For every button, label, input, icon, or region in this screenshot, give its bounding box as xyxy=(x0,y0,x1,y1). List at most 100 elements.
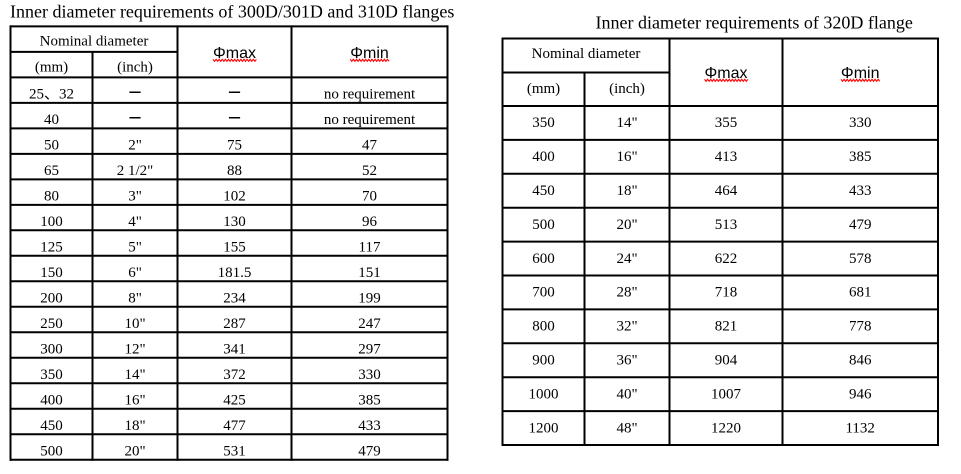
svg-text:(mm): (mm) xyxy=(527,81,560,97)
svg-text:52: 52 xyxy=(362,163,377,179)
svg-text:2": 2" xyxy=(128,138,142,154)
svg-text:16": 16" xyxy=(616,149,637,165)
svg-text:250: 250 xyxy=(40,316,63,332)
svg-text:50: 50 xyxy=(44,138,59,154)
svg-text:14": 14" xyxy=(124,367,145,383)
svg-text:2 1/2": 2 1/2" xyxy=(117,163,154,179)
svg-text:(inch): (inch) xyxy=(609,81,645,97)
svg-text:341: 341 xyxy=(223,342,246,358)
svg-text:20": 20" xyxy=(124,444,145,460)
svg-text:14": 14" xyxy=(616,115,637,131)
svg-text:no requirement: no requirement xyxy=(324,112,416,128)
svg-text:400: 400 xyxy=(40,393,63,409)
svg-text:355: 355 xyxy=(715,115,738,131)
svg-text:464: 464 xyxy=(715,183,738,199)
svg-text:12": 12" xyxy=(124,342,145,358)
svg-text:75: 75 xyxy=(227,138,242,154)
svg-text:18": 18" xyxy=(124,418,145,434)
svg-text:821: 821 xyxy=(715,319,738,335)
svg-text:96: 96 xyxy=(362,214,378,230)
svg-text:88: 88 xyxy=(227,163,242,179)
svg-text:Φmin: Φmin xyxy=(350,45,389,62)
svg-text:1220: 1220 xyxy=(711,420,741,436)
svg-text:199: 199 xyxy=(358,291,381,307)
svg-text:500: 500 xyxy=(532,217,555,233)
svg-text:24": 24" xyxy=(616,251,637,267)
svg-text:25、32: 25、32 xyxy=(29,87,74,103)
svg-text:47: 47 xyxy=(362,138,378,154)
svg-text:385: 385 xyxy=(849,149,872,165)
svg-text:234: 234 xyxy=(223,291,246,307)
svg-text:1200: 1200 xyxy=(529,420,559,436)
svg-text:350: 350 xyxy=(40,367,63,383)
svg-text:117: 117 xyxy=(359,240,381,256)
svg-text:151: 151 xyxy=(358,265,381,281)
svg-text:(mm): (mm) xyxy=(35,60,68,76)
svg-text:102: 102 xyxy=(223,189,246,205)
svg-text:10": 10" xyxy=(124,316,145,332)
svg-text:48": 48" xyxy=(616,420,637,436)
svg-text:513: 513 xyxy=(715,217,738,233)
svg-text:Φmin: Φmin xyxy=(841,65,880,82)
svg-text:181.5: 181.5 xyxy=(218,265,252,281)
svg-text:800: 800 xyxy=(532,319,555,335)
svg-text:531: 531 xyxy=(223,444,246,460)
svg-text:372: 372 xyxy=(223,367,246,383)
svg-text:150: 150 xyxy=(40,265,63,281)
svg-text:36": 36" xyxy=(616,353,637,369)
svg-text:946: 946 xyxy=(849,386,872,402)
svg-text:130: 130 xyxy=(223,214,246,230)
svg-text:904: 904 xyxy=(715,353,738,369)
svg-text:Φmax: Φmax xyxy=(213,45,256,62)
svg-text:600: 600 xyxy=(532,251,555,267)
svg-text:500: 500 xyxy=(40,444,63,460)
svg-text:900: 900 xyxy=(532,353,555,369)
svg-text:40: 40 xyxy=(44,112,59,128)
svg-text:155: 155 xyxy=(223,240,246,256)
svg-text:200: 200 xyxy=(40,291,63,307)
svg-text:330: 330 xyxy=(358,367,381,383)
svg-text:385: 385 xyxy=(358,393,381,409)
svg-text:3": 3" xyxy=(128,189,142,205)
svg-text:350: 350 xyxy=(532,115,555,131)
svg-text:80: 80 xyxy=(44,189,59,205)
svg-text:622: 622 xyxy=(715,251,738,267)
svg-text:433: 433 xyxy=(358,418,381,434)
svg-text:287: 287 xyxy=(223,316,246,332)
svg-text:8": 8" xyxy=(128,291,142,307)
svg-text:70: 70 xyxy=(362,189,377,205)
svg-text:Nominal diameter: Nominal diameter xyxy=(532,46,641,62)
svg-text:718: 718 xyxy=(715,285,738,301)
svg-text:Nominal diameter: Nominal diameter xyxy=(40,34,149,50)
svg-text:20": 20" xyxy=(616,217,637,233)
svg-text:846: 846 xyxy=(849,353,872,369)
svg-text:247: 247 xyxy=(358,316,381,332)
svg-text:4": 4" xyxy=(128,214,142,230)
svg-text:425: 425 xyxy=(223,393,246,409)
svg-text:413: 413 xyxy=(715,149,738,165)
svg-text:479: 479 xyxy=(358,444,381,460)
svg-text:28": 28" xyxy=(616,285,637,301)
svg-text:Inner diameter requirements of: Inner diameter requirements of 300D/301D… xyxy=(10,1,454,21)
svg-text:18": 18" xyxy=(616,183,637,199)
svg-text:32": 32" xyxy=(616,319,637,335)
svg-text:778: 778 xyxy=(849,319,872,335)
svg-text:400: 400 xyxy=(532,149,555,165)
svg-text:297: 297 xyxy=(358,342,381,358)
svg-text:578: 578 xyxy=(849,251,872,267)
svg-text:479: 479 xyxy=(849,217,872,233)
svg-text:681: 681 xyxy=(849,285,872,301)
svg-text:330: 330 xyxy=(849,115,872,131)
svg-text:450: 450 xyxy=(40,418,63,434)
svg-text:6": 6" xyxy=(128,265,142,281)
svg-text:40": 40" xyxy=(616,386,637,402)
svg-text:450: 450 xyxy=(532,183,555,199)
svg-text:Φmax: Φmax xyxy=(705,65,748,82)
svg-text:100: 100 xyxy=(40,214,63,230)
svg-text:16": 16" xyxy=(124,393,145,409)
svg-text:1000: 1000 xyxy=(529,386,559,402)
svg-text:(inch): (inch) xyxy=(117,60,153,76)
svg-text:125: 125 xyxy=(40,240,63,256)
svg-text:433: 433 xyxy=(849,183,872,199)
svg-text:Inner diameter requirements of: Inner diameter requirements of 320D flan… xyxy=(596,12,913,32)
